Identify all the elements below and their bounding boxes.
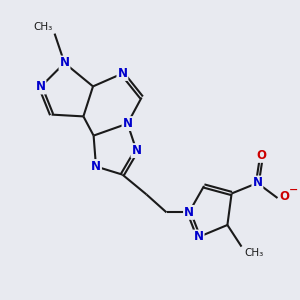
- Text: −: −: [288, 184, 298, 195]
- Text: N: N: [184, 206, 194, 219]
- Text: N: N: [122, 117, 133, 130]
- Text: N: N: [91, 160, 101, 173]
- Text: N: N: [117, 67, 128, 80]
- Text: O: O: [256, 149, 267, 162]
- Text: CH₃: CH₃: [244, 248, 263, 258]
- Text: N: N: [131, 144, 142, 157]
- Text: N: N: [59, 56, 70, 70]
- Text: O: O: [279, 190, 289, 203]
- Text: CH₃: CH₃: [34, 22, 53, 32]
- Text: N: N: [252, 176, 262, 190]
- Text: N: N: [194, 230, 204, 244]
- Text: N: N: [35, 80, 46, 94]
